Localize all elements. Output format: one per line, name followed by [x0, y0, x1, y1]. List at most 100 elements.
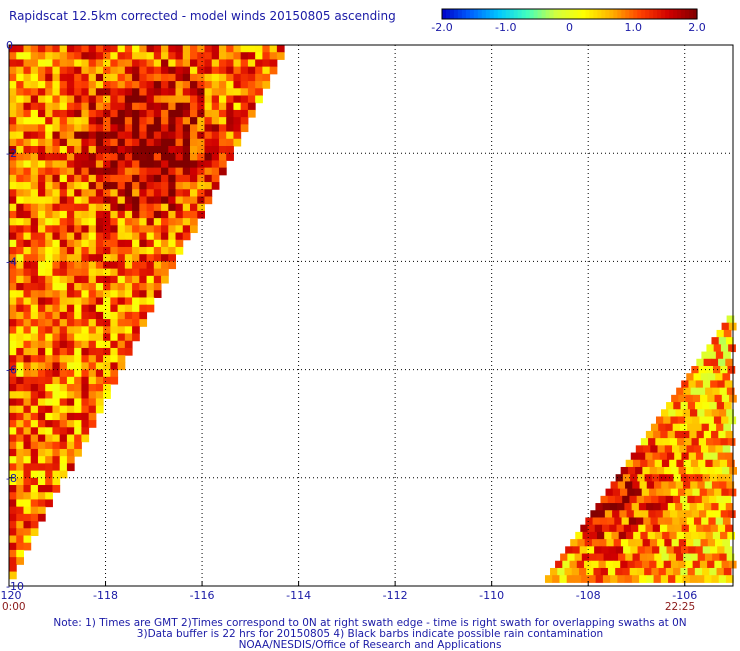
heatmap-cell — [16, 506, 24, 515]
heatmap-cell — [161, 131, 169, 140]
heatmap-cell — [110, 283, 119, 291]
heatmap-cell — [88, 196, 97, 205]
heatmap-cell — [59, 45, 68, 53]
heatmap-cell — [16, 369, 24, 378]
heatmap-cell — [52, 275, 61, 284]
heatmap-cell — [117, 81, 126, 89]
heatmap-cell — [23, 326, 32, 335]
heatmap-cell — [23, 448, 32, 457]
heatmap-cell — [153, 102, 162, 111]
heatmap-cell — [45, 145, 53, 154]
heatmap-cell — [709, 495, 717, 504]
heatmap-cell — [694, 423, 703, 432]
heatmap-cell — [226, 138, 234, 147]
heatmap-cell — [74, 73, 82, 82]
heatmap-cell — [139, 297, 148, 306]
heatmap-cell — [233, 81, 242, 89]
heatmap-cell — [23, 311, 32, 320]
heatmap-cell — [660, 503, 669, 511]
heatmap-cell — [37, 441, 46, 450]
heatmap-cell — [52, 420, 61, 428]
heatmap-cell — [30, 182, 39, 190]
heatmap-cell — [695, 402, 703, 410]
heatmap-cell — [66, 275, 75, 284]
heatmap-cell — [9, 420, 17, 428]
x-tick-label: -120 — [0, 589, 21, 602]
heatmap-cell — [117, 254, 126, 262]
heatmap-cell — [161, 210, 169, 219]
heatmap-cell — [677, 416, 686, 425]
heatmap-cell — [16, 109, 24, 118]
heatmap-cell — [30, 218, 39, 226]
heatmap-cell — [74, 275, 82, 284]
heatmap-cell — [683, 387, 692, 396]
heatmap-cell — [610, 553, 619, 562]
heatmap-cell — [23, 160, 32, 169]
heatmap-cell — [66, 203, 75, 212]
heatmap-cell — [66, 218, 75, 226]
heatmap-cell — [110, 319, 119, 327]
heatmap-cell — [673, 546, 682, 555]
heatmap-cell — [182, 174, 191, 183]
heatmap-cell — [161, 189, 169, 197]
heatmap-cell — [211, 88, 220, 96]
heatmap-cell — [581, 553, 590, 562]
heatmap-cell — [9, 268, 17, 277]
heatmap-cell — [704, 409, 713, 417]
heatmap-cell — [153, 109, 162, 118]
heatmap-cell — [74, 196, 82, 205]
heatmap-cell — [168, 131, 177, 140]
heatmap-cell — [153, 268, 162, 277]
heatmap-cell — [182, 210, 191, 219]
heatmap-cell — [153, 160, 162, 169]
colorbar-segment — [577, 9, 583, 19]
colorbar-segment — [693, 9, 698, 19]
heatmap-cell — [81, 59, 90, 68]
heatmap-cell — [168, 117, 177, 125]
heatmap-cell — [66, 448, 75, 457]
colorbar-segment — [641, 9, 646, 19]
heatmap-cell — [204, 145, 213, 154]
heatmap-cell — [666, 474, 675, 482]
heatmap-cell — [23, 210, 32, 219]
heatmap-cell — [675, 481, 684, 490]
heatmap-cell — [103, 290, 111, 298]
heatmap-cell — [95, 189, 104, 197]
heatmap-cell — [81, 174, 90, 183]
heatmap-cell — [709, 546, 718, 555]
heatmap-cell — [110, 174, 119, 183]
heatmap-cell — [659, 546, 668, 555]
heatmap-cell — [124, 189, 133, 197]
heatmap-cell — [16, 528, 24, 537]
heatmap-cell — [66, 384, 75, 392]
heatmap-cell — [175, 232, 184, 241]
heatmap-cell — [211, 66, 220, 75]
heatmap-cell — [9, 470, 17, 479]
heatmap-cell — [52, 311, 61, 320]
heatmap-cell — [9, 340, 17, 349]
heatmap-cell — [37, 412, 46, 421]
heatmap-cell — [45, 254, 53, 262]
heatmap-cell — [52, 347, 61, 356]
heatmap-cell — [52, 304, 61, 313]
heatmap-cell — [632, 553, 641, 562]
colorbar-segment — [485, 9, 491, 19]
heatmap-cell — [81, 232, 90, 241]
heatmap-cell — [153, 81, 162, 89]
heatmap-cell — [45, 138, 53, 147]
heatmap-cell — [204, 109, 213, 118]
heatmap-cell — [52, 102, 61, 111]
heatmap-cell — [37, 456, 46, 464]
heatmap-cell — [701, 423, 710, 432]
heatmap-cell — [691, 438, 700, 446]
heatmap-cell — [66, 347, 75, 356]
heatmap-cell — [59, 153, 68, 161]
heatmap-cell — [632, 459, 641, 468]
heatmap-cell — [218, 109, 227, 118]
heatmap-cell — [45, 239, 53, 248]
heatmap-cell — [233, 66, 242, 75]
heatmap-cell — [66, 434, 75, 443]
heatmap-cell — [110, 376, 119, 385]
heatmap-cell — [714, 488, 722, 497]
heatmap-cell — [30, 427, 39, 436]
